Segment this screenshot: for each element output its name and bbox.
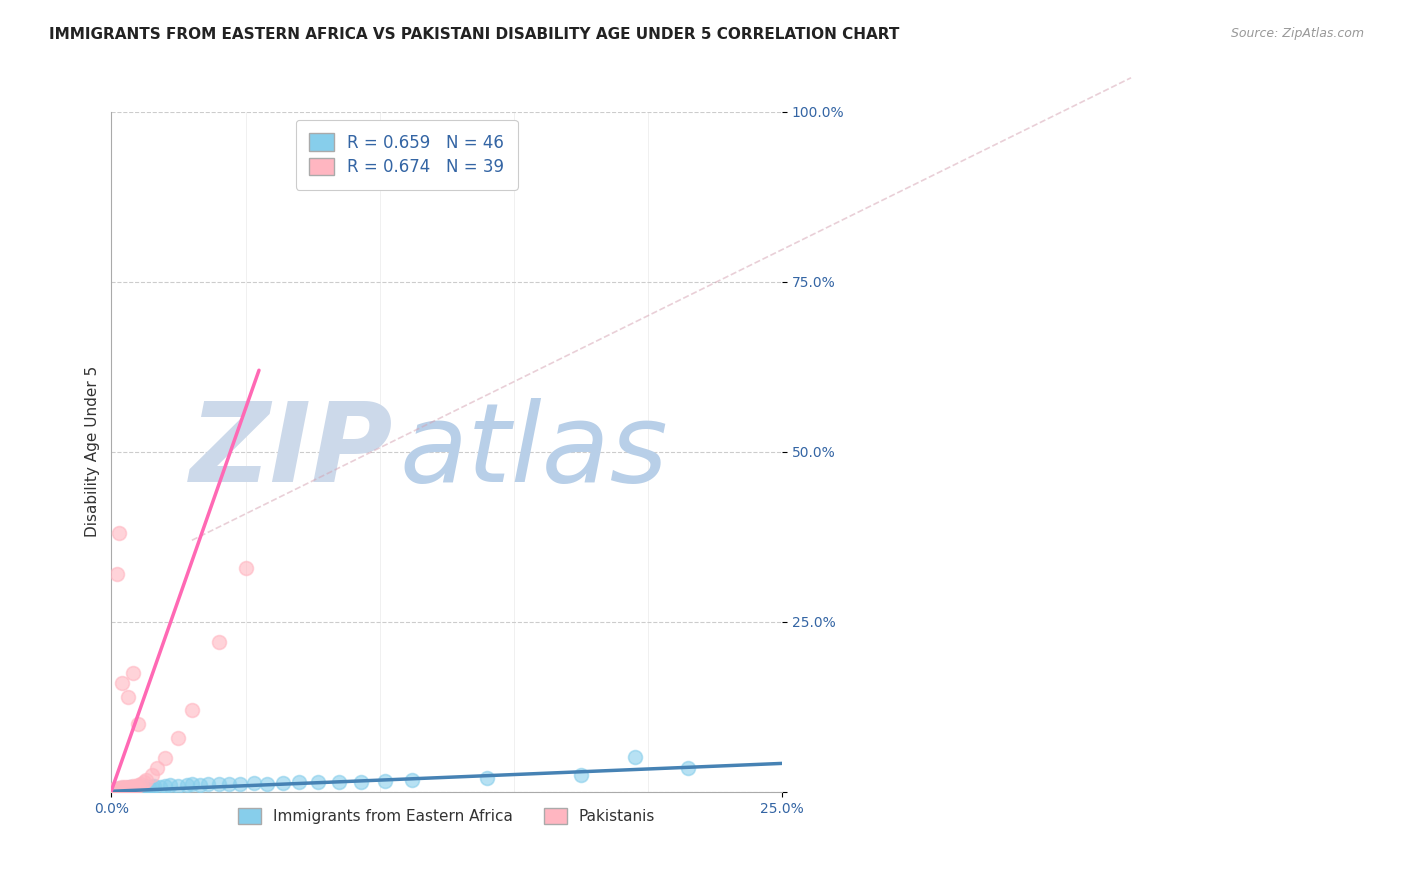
Point [127,717,149,731]
Point [105,567,128,582]
Point [124,780,146,794]
Point [108,782,131,797]
Point [111,783,134,797]
Point [180,777,202,791]
Point [401,773,423,788]
Point [114,780,136,794]
Point [678,761,700,775]
Point [135,772,157,787]
Point [132,780,155,794]
Point [153,779,176,793]
Point [105,783,128,797]
Text: atlas: atlas [399,399,668,506]
Point [108,783,131,797]
Legend: Immigrants from Eastern Africa, Pakistanis: Immigrants from Eastern Africa, Pakistan… [231,801,664,832]
Point [218,777,240,791]
Point [105,782,128,797]
Point [122,779,145,793]
Point [271,776,294,790]
Point [120,780,142,795]
Point [188,778,211,792]
Point [117,780,139,795]
Point [120,780,142,794]
Text: Source: ZipAtlas.com: Source: ZipAtlas.com [1230,27,1364,40]
Point [114,782,136,797]
Point [208,777,231,791]
Point [569,768,592,782]
Point [235,560,257,574]
Point [475,772,498,786]
Point [153,751,176,765]
Point [117,780,139,795]
Point [103,783,125,797]
Point [176,778,198,792]
Point [149,780,172,794]
Point [108,526,131,541]
Point [105,783,128,797]
Point [124,780,146,795]
Point [167,731,190,745]
Point [111,782,134,797]
Point [111,780,134,795]
Point [180,703,202,717]
Point [374,774,396,789]
Point [114,783,136,797]
Text: IMMIGRANTS FROM EASTERN AFRICA VS PAKISTANI DISABILITY AGE UNDER 5 CORRELATION C: IMMIGRANTS FROM EASTERN AFRICA VS PAKIST… [49,27,900,42]
Point [111,676,134,690]
Y-axis label: Disability Age Under 5: Disability Age Under 5 [86,367,100,538]
Point [141,768,163,782]
Point [114,780,136,795]
Point [103,783,125,797]
Point [114,781,136,796]
Point [105,781,128,796]
Point [141,780,163,795]
Point [111,780,134,795]
Point [242,776,264,790]
Point [108,783,131,797]
Point [122,781,145,796]
Point [117,781,139,796]
Point [143,779,166,793]
Point [328,775,350,789]
Point [103,782,125,797]
Point [122,665,145,680]
Point [138,780,160,794]
Point [120,781,142,796]
Point [129,777,152,791]
Point [111,781,134,796]
Point [132,774,155,789]
Point [127,780,149,795]
Point [208,635,231,649]
Point [127,778,149,792]
Point [256,777,278,791]
Point [229,777,252,791]
Point [129,780,152,795]
Point [197,777,219,791]
Point [103,783,125,797]
Point [307,774,329,789]
Point [135,780,157,795]
Point [146,761,169,775]
Point [108,780,131,795]
Text: ZIP: ZIP [190,399,394,506]
Point [108,781,131,796]
Point [623,749,645,764]
Point [120,780,142,795]
Point [167,779,190,793]
Point [117,690,139,704]
Point [159,778,181,792]
Point [105,783,128,797]
Point [350,774,373,789]
Point [288,775,311,789]
Point [122,780,145,795]
Point [117,782,139,797]
